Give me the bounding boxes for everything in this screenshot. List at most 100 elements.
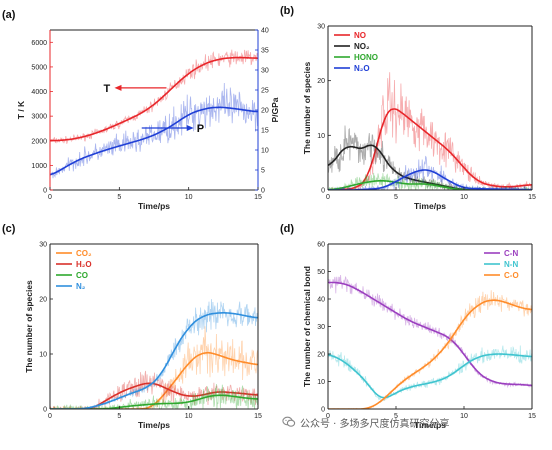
plot-area-c [50,299,258,409]
y-right-tick-label-a: 15 [261,128,269,135]
y-right-axis-label-a: P/GPa [270,97,280,122]
series-noise-d-co [328,290,532,409]
x-tick-label-d: 15 [528,413,536,420]
x-tick-label-c: 0 [48,413,52,420]
y-tick-label-a: 4000 [31,89,47,96]
y-right-tick-label-a: 20 [261,108,269,115]
series-line-c-co [50,394,258,409]
chart-panel-d: 0 5 10 15 0 10 20 30 40 50 60 Time/ps The number of … [280,223,536,430]
annotation-t: T [103,83,167,95]
y-tick-label-b: 30 [317,24,325,31]
watermark-text: 公众号 · 多场多尺度仿真研究分享 [300,418,450,430]
y-tick-label-c: 0 [43,407,47,414]
series-noise-d-cn [328,274,532,389]
y-right-tick-label-a: 5 [261,168,265,175]
x-tick-label-b: 15 [528,194,536,201]
x-tick-label-d: 0 [326,413,330,420]
y-axis-label-b: The number of species [302,61,312,154]
y-tick-label-b: 20 [317,78,325,85]
series-noise-c-co [50,383,258,409]
series-noise-b-no [328,72,532,190]
x-tick-label-a: 0 [48,194,52,201]
plot-area-b [328,72,532,190]
y-tick-label-d: 0 [321,407,325,414]
x-tick-label-b: 10 [460,194,468,201]
y-tick-label-a: 5000 [31,64,47,71]
x-tick-label-c: 5 [117,413,121,420]
y-tick-label-d: 40 [317,297,325,304]
legend-label-c: CO₂ [76,249,92,258]
y-axis-label-c: The number of species [24,280,34,373]
panel-label-a: (a) [2,9,16,21]
x-tick-label-a: 5 [117,194,121,201]
y-tick-label-a: 1000 [31,163,47,170]
series-line-b-hono [328,180,532,190]
x-tick-label-d: 5 [394,413,398,420]
panel-label-d: (d) [280,223,294,235]
y-right-tick-label-a: 30 [261,68,269,75]
x-tick-label-d: 10 [460,413,468,420]
legend-label-c: CO [76,271,88,280]
series-line-a-series0 [50,56,258,142]
x-tick-label-b: 5 [394,194,398,201]
annotation-arrowhead-p [186,125,194,131]
series-line-d-nn [328,353,532,399]
x-tick-label-c: 15 [254,413,262,420]
chart-panel-b: 0 5 10 15 0 10 20 30 Time/ps The number of specie… [280,5,536,211]
watermark: 公众号 · 多场多尺度仿真研究分享 [282,413,450,431]
series-line-c-n [50,312,258,409]
y-axis-label-a: T / K [16,100,26,119]
y-tick-label-a: 0 [43,188,47,195]
x-axis-label-d: Time/ps [414,420,446,430]
annotation-arrowhead-t [114,84,122,91]
legend-label-b: NO [354,31,366,40]
series-noise-b-no [328,125,532,190]
series-noise-c-co [50,326,258,409]
x-tick-label-b: 0 [326,194,330,201]
series-line-b-no [328,144,532,190]
y-tick-label-b: 10 [317,133,325,140]
legend-label-b: HONO [354,53,378,62]
y-right-tick-label-a: 0 [261,188,265,195]
annotation-label-t: T [103,83,110,95]
legend-label-d: C-N [504,249,518,258]
x-tick-label-a: 10 [185,194,193,201]
plot-area-a [50,49,258,179]
legend-b: NO NO₂ HONO N₂O [334,31,378,73]
y-tick-label-d: 30 [317,324,325,331]
y-right-tick-label-a: 40 [261,28,269,35]
series-noise-a-series1 [50,82,258,179]
panel-label-b: (b) [280,5,294,17]
y-tick-label-a: 6000 [31,40,47,47]
series-line-d-cn [328,281,532,387]
y-tick-label-d: 10 [317,379,325,386]
x-tick-label-a: 15 [254,194,262,201]
annotation-label-p: P [197,123,204,135]
panel-label-c: (c) [2,223,16,235]
x-axis-label-c: Time/ps [138,420,170,430]
y-tick-label-d: 50 [317,269,325,276]
y-tick-label-c: 30 [39,242,47,249]
y-tick-label-a: 3000 [31,114,47,121]
y-tick-label-c: 20 [39,297,47,304]
series-noise-d-nn [328,345,532,403]
legend-label-b: NO₂ [354,42,370,51]
legend-d: C-N N-N C-O [484,249,519,280]
legend-label-d: C-O [504,271,519,280]
legend-label-c: N₂ [76,282,86,291]
chart-panel-a: 0 5 10 150100020003000400050006000051015202… [2,9,280,211]
legend-label-c: H₂O [76,260,92,269]
x-tick-label-c: 10 [185,413,193,420]
series-noise-c-n [50,299,258,409]
y-right-tick-label-a: 25 [261,88,269,95]
y-right-tick-label-a: 35 [261,48,269,55]
legend-c: CO₂ H₂O CO N₂ [56,249,92,291]
y-tick-label-a: 2000 [31,138,47,145]
wechat-official-account-icon [282,416,296,427]
x-axis-label-a: Time/ps [138,201,170,211]
series-noise-c-ho [50,370,258,409]
y-right-tick-label-a: 10 [261,148,269,155]
legend-label-d: N-N [504,260,518,269]
